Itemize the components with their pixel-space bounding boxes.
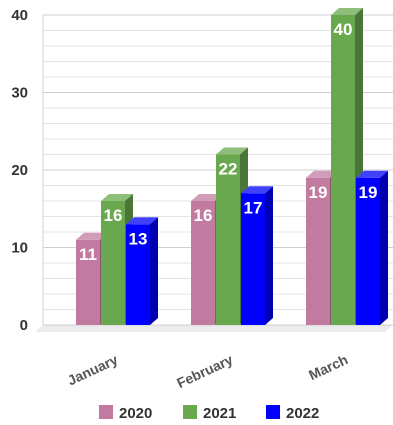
bar-top (306, 170, 338, 178)
chart-floor (35, 325, 393, 332)
y-tick-label: 30 (11, 85, 28, 102)
bar-top (331, 8, 363, 15)
x-axis: January February March (65, 351, 350, 391)
bar-front (306, 177, 330, 325)
data-label: 22 (219, 160, 238, 179)
data-labels: 11 16 13 16 22 17 19 40 19 (79, 20, 377, 264)
y-tick-label: 0 (20, 317, 28, 334)
legend-item: 2021 (183, 405, 236, 422)
legend-label: 2021 (203, 405, 236, 422)
legend-swatch (99, 405, 113, 419)
data-label: 16 (104, 206, 123, 225)
y-tick-label: 40 (11, 7, 28, 24)
x-category-label: March (306, 351, 350, 383)
bar-top (241, 186, 273, 194)
bar-top (76, 232, 108, 240)
bar-front (191, 201, 215, 325)
bar-front (101, 201, 125, 325)
bar-side (265, 186, 273, 325)
bar-side (150, 217, 158, 325)
y-axis: 0 10 20 30 40 (11, 7, 28, 334)
bar-front (76, 239, 100, 325)
legend-item: 2022 (266, 405, 319, 422)
bar-top (216, 147, 248, 155)
legend-label: 2020 (119, 405, 152, 422)
data-label: 19 (359, 183, 378, 202)
bars (76, 8, 388, 325)
y-tick-label: 10 (11, 240, 28, 257)
bar-front (331, 15, 355, 325)
bar (126, 217, 158, 325)
x-category-label: February (174, 351, 235, 391)
legend: 2020 2021 2022 (99, 405, 319, 422)
bar-top (191, 194, 223, 201)
bar-front (356, 177, 380, 325)
data-label: 13 (129, 229, 148, 248)
bar-top (356, 170, 388, 178)
bar-side (380, 170, 388, 325)
bar-front (241, 193, 265, 325)
y-tick-label: 20 (11, 162, 28, 179)
bar (356, 170, 388, 325)
data-label: 16 (194, 206, 213, 225)
data-label: 17 (244, 198, 263, 217)
legend-swatch (266, 405, 280, 419)
data-label: 40 (334, 20, 353, 39)
x-category-label: January (65, 351, 121, 388)
bar-front (216, 154, 240, 325)
data-label: 11 (79, 245, 97, 264)
bar (241, 186, 273, 325)
bar-top (126, 217, 158, 225)
legend-label: 2022 (286, 405, 319, 422)
floor-plane (35, 325, 393, 332)
bar-front (126, 224, 150, 325)
bar-top (101, 194, 133, 201)
data-label: 19 (309, 183, 328, 202)
legend-swatch (183, 405, 197, 419)
legend-item: 2020 (99, 405, 152, 422)
